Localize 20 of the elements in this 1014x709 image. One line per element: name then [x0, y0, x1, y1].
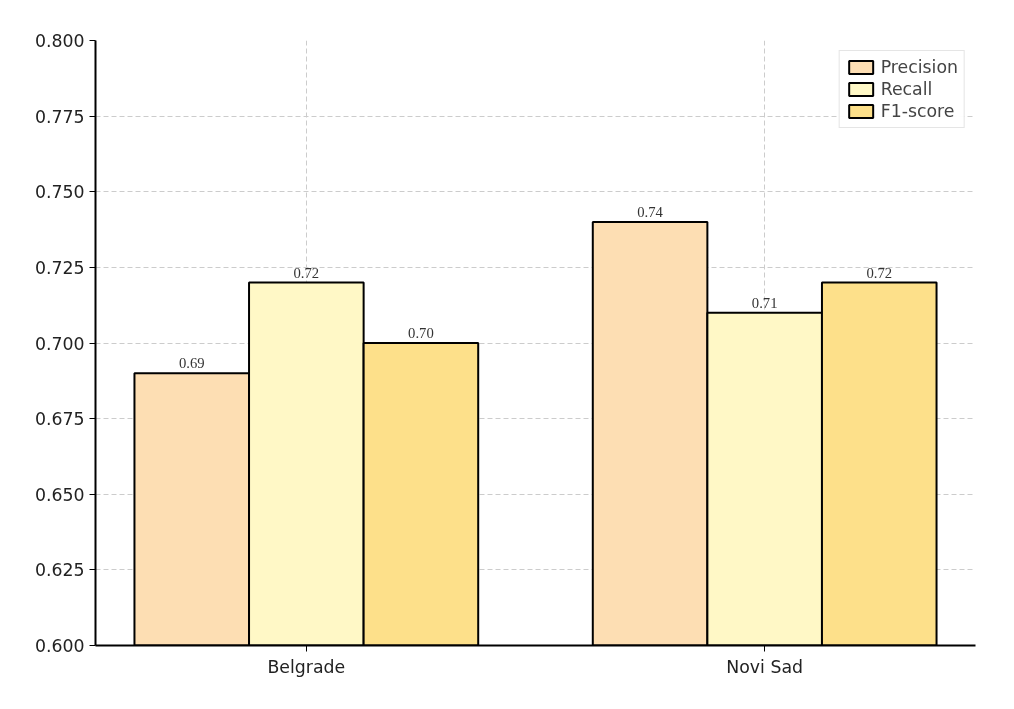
text: 0.675	[34, 409, 85, 430]
data-label: 0.72	[866, 264, 893, 281]
legend-label: Recall	[880, 79, 933, 99]
x-tick-label: Belgrade	[267, 656, 346, 677]
text: 0.650	[34, 484, 85, 505]
text: 0.750	[34, 182, 85, 203]
data-label: 0.74	[637, 204, 664, 220]
text: 0.725	[34, 257, 85, 278]
text: 0.775	[34, 106, 85, 127]
legend-label: F1-score	[880, 101, 955, 121]
text: 0.700	[34, 333, 85, 354]
text: 0.625	[34, 560, 85, 581]
data-label: 0.69	[178, 355, 205, 372]
text: 0.600	[34, 636, 85, 656]
data-label: 0.72	[293, 264, 320, 281]
data-label: 0.70	[408, 325, 434, 341]
x-tick-label: Novi Sad	[726, 656, 804, 677]
legend-label: Precision	[880, 57, 958, 77]
data-label: 0.71	[751, 294, 778, 311]
text: 0.800	[34, 31, 85, 51]
